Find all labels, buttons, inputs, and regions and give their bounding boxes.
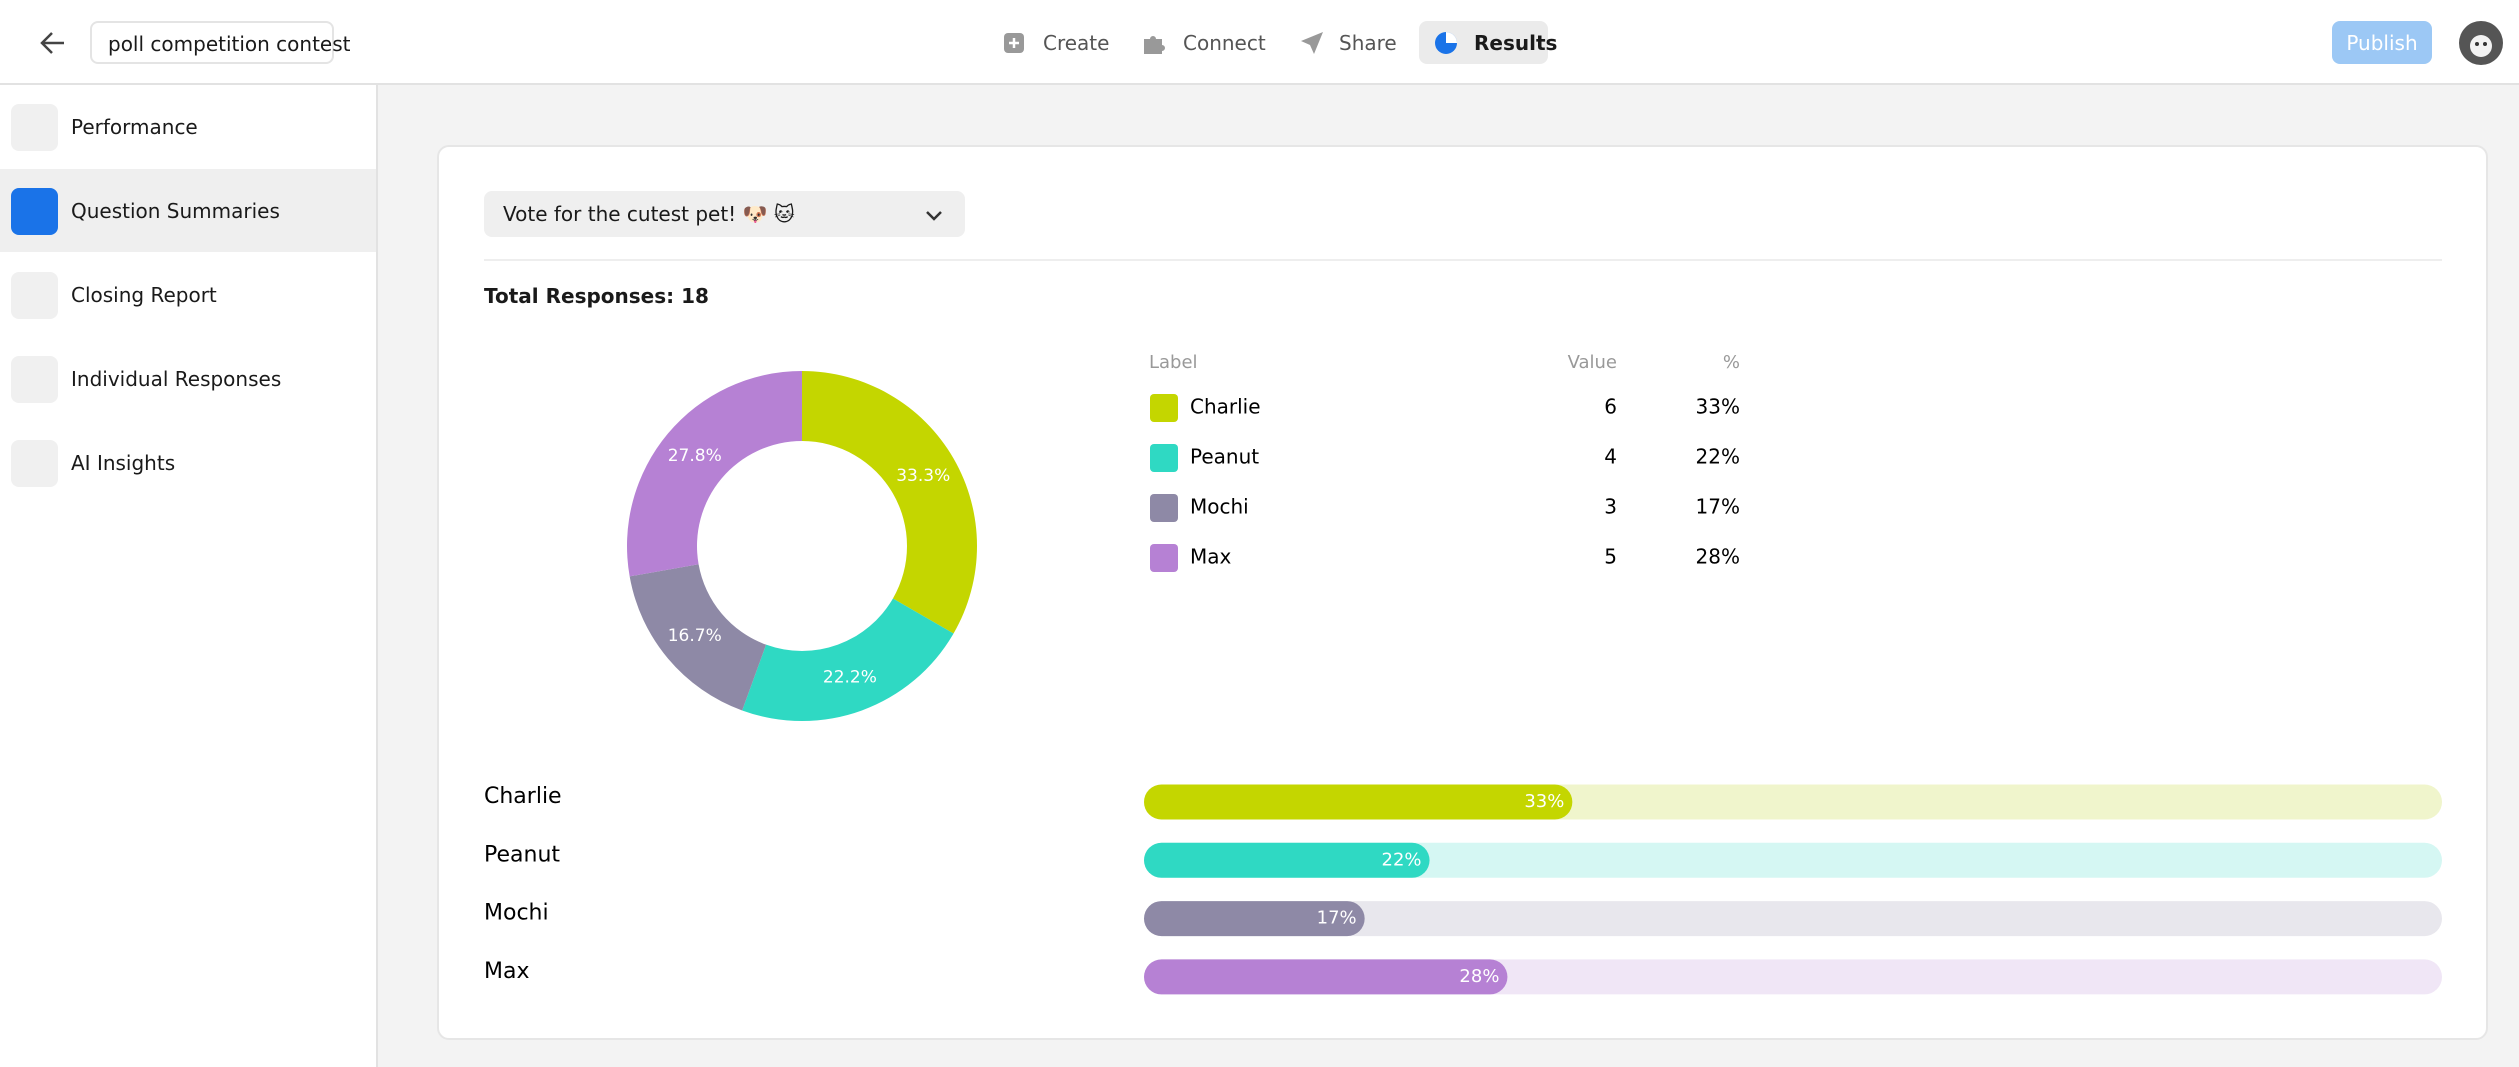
nav-icon (11, 440, 58, 487)
table-value: 6 (1604, 395, 1617, 419)
bar-label: 22% (1382, 849, 1422, 870)
nav-item[interactable]: AI Insights (71, 451, 176, 475)
bar-category: Peanut (484, 842, 560, 867)
bar (1144, 842, 1430, 878)
share-icon (1301, 32, 1323, 54)
active-item (0, 169, 376, 252)
nav-icon (11, 356, 58, 403)
table-percent: 17% (1696, 495, 1740, 519)
tab[interactable]: Share (1339, 31, 1397, 55)
table-header: Label (1149, 352, 1198, 373)
avatar[interactable] (2459, 21, 2503, 65)
total-responses: Total Responses: 18 (484, 284, 709, 308)
bar (1144, 784, 1573, 820)
legend-label: Mochi (1190, 495, 1249, 519)
bar-label: 28% (1459, 966, 1499, 987)
table-value: 4 (1604, 445, 1617, 469)
table-percent: 33% (1696, 395, 1740, 419)
create-icon (1004, 33, 1024, 53)
bar-category: Max (484, 959, 529, 984)
donut-slice (802, 371, 977, 634)
nav-item[interactable]: Question Summaries (71, 199, 280, 223)
legend-label: Peanut (1190, 445, 1259, 469)
bar-label: 17% (1317, 908, 1357, 929)
bar-category: Mochi (484, 901, 549, 926)
sidebar: Performance Question Summaries Closing Rep… (0, 85, 378, 1067)
tab[interactable]: Connect (1183, 31, 1266, 55)
bar (1144, 901, 1365, 937)
question-select[interactable]: Vote for the cutest pet! 🐶 🐱 (484, 191, 965, 237)
bar (1144, 959, 1508, 995)
publish-button[interactable]: Publish (2332, 21, 2432, 64)
card: Vote for the cutest pet! 🐶 🐱 Total Respo… (437, 145, 2488, 1040)
question: Vote for the cutest pet! 🐶 🐱 (503, 202, 795, 226)
nav-icon (11, 104, 58, 151)
bar-track (1144, 842, 2442, 878)
nav-item[interactable]: Performance (71, 115, 198, 139)
nav-item[interactable]: Individual Responses (71, 367, 282, 391)
nav-item[interactable]: Closing Report (71, 283, 217, 307)
form-title: poll competition contest (108, 32, 351, 56)
bar-label: 33% (1524, 791, 1564, 812)
donut-slice (742, 598, 954, 721)
legend-swatch (1150, 494, 1178, 522)
legend-swatch (1150, 544, 1178, 572)
title-box[interactable]: poll competition contest (90, 21, 351, 64)
connect-icon (1144, 36, 1165, 54)
publish-label: Publish (2346, 31, 2418, 55)
header: poll competition contest Create Connect … (0, 0, 2519, 85)
bar-category: Charlie (484, 784, 562, 809)
slice-label: 22.2% (823, 668, 877, 688)
nav-icon (11, 272, 58, 319)
bar-track (1144, 901, 2442, 937)
table-header: % (1723, 352, 1740, 373)
slice-label: 33.3% (896, 466, 950, 486)
divider (484, 259, 2442, 261)
legend-swatch (1150, 394, 1178, 422)
tab[interactable]: Results (1474, 31, 1558, 55)
table-value: 3 (1604, 495, 1617, 519)
table-percent: 28% (1696, 545, 1740, 569)
table-percent: 22% (1696, 445, 1740, 469)
donut-slice (629, 564, 767, 711)
table-header: Value (1568, 352, 1617, 373)
legend-label: Charlie (1190, 395, 1261, 419)
legend-label: Max (1190, 545, 1232, 569)
results-icon (1435, 32, 1457, 54)
donut-slice (627, 371, 802, 577)
table-value: 5 (1604, 545, 1617, 569)
back-button[interactable] (38, 28, 68, 58)
nav-icon (11, 188, 58, 235)
tab[interactable]: Create (1043, 31, 1110, 55)
legend-swatch (1150, 444, 1178, 472)
chevron (926, 211, 942, 221)
slice-label: 27.8% (668, 446, 722, 466)
slice-label: 16.7% (668, 626, 722, 646)
